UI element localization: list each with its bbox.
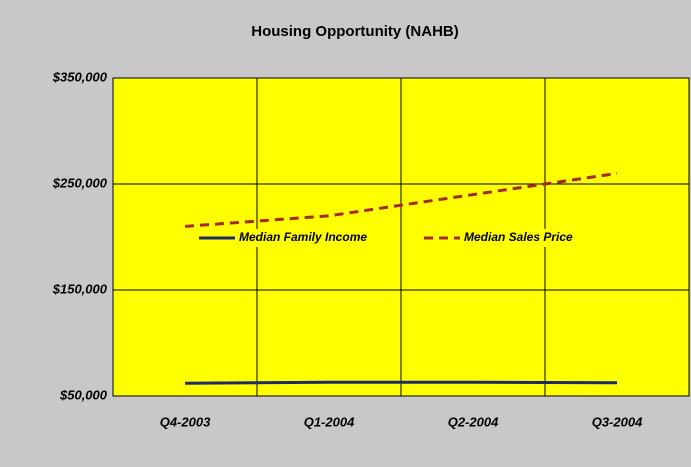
x-tick-label: Q3-2004 bbox=[592, 414, 643, 429]
y-tick-label: $250,000 bbox=[52, 175, 108, 190]
legend-bg bbox=[195, 229, 395, 247]
legend-label: Median Family Income bbox=[239, 230, 367, 244]
series-line bbox=[184, 380, 618, 385]
y-tick-label: $150,000 bbox=[52, 281, 108, 296]
series-line bbox=[184, 171, 618, 228]
legend-bg bbox=[420, 229, 570, 247]
x-tick-label: Q2-2004 bbox=[448, 414, 499, 429]
x-tick-label: Q4-2003 bbox=[160, 414, 211, 429]
legend-label: Median Sales Price bbox=[464, 230, 573, 244]
chart-title: Housing Opportunity (NAHB) bbox=[251, 23, 458, 40]
y-tick-label: $50,000 bbox=[59, 387, 108, 402]
y-tick-label: $350,000 bbox=[52, 69, 108, 84]
x-tick-label: Q1-2004 bbox=[304, 414, 355, 429]
